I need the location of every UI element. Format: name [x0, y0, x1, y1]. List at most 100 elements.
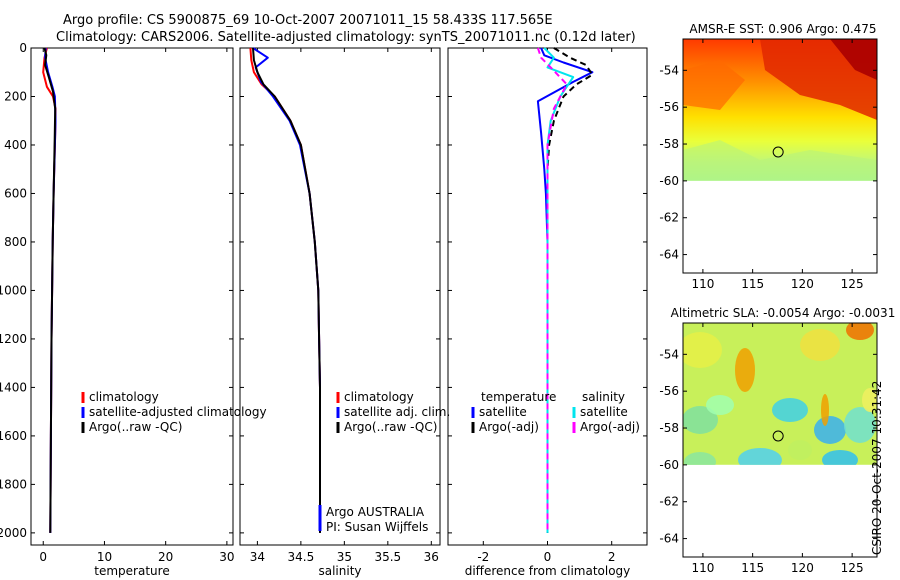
sla-anomaly-blob — [822, 450, 858, 465]
difference-series-temperature-argo-adj- — [546, 47, 594, 533]
sst-map-ytick-label: -58 — [659, 137, 679, 151]
sst-map-xtick-label: 110 — [691, 277, 714, 291]
difference-legend-item-label: Argo(-adj) — [580, 420, 640, 434]
sst-map-field — [683, 39, 877, 181]
depth-tick-label: 0 — [19, 41, 27, 55]
temperature-series-argo-raw-qc- — [43, 47, 57, 533]
depth-tick-label: 1800 — [0, 477, 27, 491]
sla-map-ytick-label: -64 — [659, 532, 679, 546]
difference-series-salinity-satellite — [543, 47, 575, 533]
salinity-xlabel: salinity — [318, 564, 361, 578]
sla-map-ytick-label: -56 — [659, 384, 679, 398]
sla-map-title: Altimetric SLA: -0.0054 Argo: -0.0031 — [671, 306, 896, 320]
temperature-axes-box — [30, 47, 234, 546]
sla-map-xtick-label: 110 — [691, 561, 714, 575]
sla-anomaly-blob — [800, 329, 840, 361]
sla-anomaly-blob — [788, 440, 812, 460]
sla-anomaly-blob — [683, 332, 722, 368]
depth-tick-label: 2000 — [0, 526, 27, 540]
salinity-xtick-label: 34.5 — [288, 550, 315, 564]
salinity-xtick-label: 35 — [337, 550, 352, 564]
sla-anomaly-blob — [735, 348, 755, 392]
sst-map-title: AMSR-E SST: 0.906 Argo: 0.475 — [689, 22, 876, 36]
temperature-legend-item-label: satellite-adjusted climatology — [89, 405, 267, 419]
difference-legend-item-label: satellite — [479, 405, 527, 419]
sla-map-ytick-label: -54 — [659, 347, 679, 361]
difference-panel — [447, 47, 648, 546]
sst-map-xtick-label: 125 — [841, 277, 864, 291]
difference-xtick-label: -2 — [477, 550, 489, 564]
depth-tick-label: 1600 — [0, 429, 27, 443]
sla-anomaly-blob — [684, 452, 716, 465]
difference-legend-header: salinity — [582, 390, 625, 404]
sla-anomaly-blob — [738, 448, 782, 465]
depth-tick-label: 1200 — [0, 332, 27, 346]
sla-anomaly-blob — [706, 395, 734, 415]
temperature-xtick-label: 0 — [39, 550, 47, 564]
salinity-panel — [239, 47, 441, 546]
difference-legend-item-label: satellite — [580, 405, 628, 419]
sst-map-ytick-label: -56 — [659, 100, 679, 114]
sst-west-warm-patch — [683, 60, 745, 110]
sla-anomaly-blob — [683, 406, 718, 434]
sst-cool-band — [683, 140, 877, 181]
difference-xlabel: difference from climatology — [465, 564, 631, 578]
sla-anomaly-blob — [846, 323, 874, 340]
sla-map-xtick-label: 125 — [841, 561, 864, 575]
sla-anomaly-blob — [821, 394, 829, 426]
depth-tick-label: 800 — [4, 235, 27, 249]
sla-anomaly-blob — [844, 407, 876, 443]
difference-series-salinity-argo-adj- — [536, 47, 568, 533]
figure-title-line1: Argo profile: CS 5900875_69 10-Oct-2007 … — [63, 13, 553, 28]
sst-map-xtick-label: 120 — [791, 277, 814, 291]
sst-map-ytick-label: -54 — [659, 63, 679, 77]
sst-map-ytick-label: -64 — [659, 248, 679, 262]
salinity-axes-box — [239, 47, 441, 546]
depth-tick-label: 1000 — [0, 283, 27, 297]
figure-title-line2: Climatology: CARS2006. Satellite-adjuste… — [56, 30, 636, 45]
sst-map-axes-box — [682, 38, 878, 274]
sla-map-argo-marker — [772, 430, 784, 442]
temperature-xtick-label: 30 — [219, 550, 234, 564]
sla-map-ytick-label: -60 — [659, 458, 679, 472]
difference-xtick-label: 0 — [544, 550, 552, 564]
temperature-legend-item-label: climatology — [89, 390, 159, 404]
difference-legend-item-label: Argo(-adj) — [479, 420, 539, 434]
salinity-xtick-label: 35.5 — [374, 550, 401, 564]
sla-anomaly-blob — [862, 388, 877, 412]
salinity-xtick-label: 34 — [250, 550, 265, 564]
difference-xtick-label: 2 — [608, 550, 616, 564]
sst-map-panel — [682, 38, 878, 274]
salinity-legend-item-label: satellite adj. clim. — [344, 405, 450, 419]
sst-warmest-corner — [830, 39, 877, 80]
salinity-legend-item-label: Argo(..raw -QC) — [344, 420, 437, 434]
sst-map-ytick-label: -62 — [659, 211, 679, 225]
depth-tick-label: 600 — [4, 186, 27, 200]
sla-map-field — [683, 323, 877, 465]
sla-map-ytick-label: -58 — [659, 421, 679, 435]
difference-legend-header: temperature — [481, 390, 556, 404]
salinity-legend-item-label: climatology — [344, 390, 414, 404]
temperature-xtick-label: 10 — [97, 550, 112, 564]
sst-map-argo-marker — [772, 146, 784, 158]
sla-map-panel — [682, 322, 878, 558]
depth-tick-label: 400 — [4, 138, 27, 152]
temperature-xlabel: temperature — [94, 564, 169, 578]
temperature-xtick-label: 20 — [158, 550, 173, 564]
sla-anomaly-blob — [772, 398, 808, 422]
sla-anomaly-blob — [814, 416, 846, 444]
depth-tick-label: 1400 — [0, 380, 27, 394]
temperature-panel — [30, 47, 234, 546]
depth-tick-label: 200 — [4, 89, 27, 103]
salinity-annotation-line: PI: Susan Wijffels — [326, 520, 428, 534]
sla-map-ytick-label: -62 — [659, 495, 679, 509]
salinity-xtick-label: 36 — [424, 550, 439, 564]
sla-map-xtick-label: 120 — [791, 561, 814, 575]
sla-map-xtick-label: 115 — [741, 561, 764, 575]
sst-map-xtick-label: 115 — [741, 277, 764, 291]
temperature-legend-item-label: Argo(..raw -QC) — [89, 420, 182, 434]
sla-map-axes-box — [682, 322, 878, 558]
sst-map-ytick-label: -60 — [659, 174, 679, 188]
salinity-annotation-line: Argo AUSTRALIA — [326, 505, 425, 519]
